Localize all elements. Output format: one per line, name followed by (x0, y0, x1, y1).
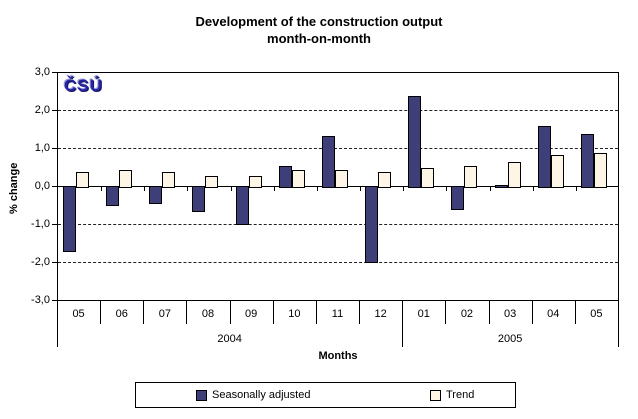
month-separator (316, 300, 317, 324)
bar-trend (162, 172, 175, 188)
year-separator (57, 300, 58, 347)
category-axis-tick (360, 187, 361, 191)
y-tick-label: -3,0 (31, 294, 50, 306)
bar-trend (76, 172, 89, 188)
month-label: 06 (115, 308, 128, 320)
y-tick-label: 1,0 (34, 142, 50, 154)
year-separator (402, 300, 403, 347)
month-label: 02 (460, 308, 474, 320)
category-axis-tick (231, 187, 232, 191)
month-separator (230, 300, 231, 324)
month-separator (359, 300, 360, 324)
bar-trend (119, 170, 132, 188)
csu-logo: ČSÚ (64, 76, 103, 95)
bar-seasonally-adjusted (451, 186, 464, 210)
y-axis-tick (52, 110, 57, 111)
month-separator (143, 300, 144, 324)
month-label: 04 (547, 308, 560, 320)
month-label: 05 (590, 308, 603, 320)
bar-seasonally-adjusted (581, 134, 594, 188)
category-axis-tick (144, 187, 145, 191)
month-separator (273, 300, 274, 324)
legend-box: Seasonally adjusted Trend (135, 382, 516, 408)
y-axis-tick (52, 186, 57, 187)
bar-seasonally-adjusted (149, 186, 162, 204)
y-tick-label: 2,0 (34, 104, 50, 116)
bar-seasonally-adjusted (106, 186, 119, 206)
y-tick-label: 0,0 (34, 180, 50, 192)
category-axis-tick (101, 187, 102, 191)
month-label: 12 (374, 308, 387, 320)
bar-seasonally-adjusted (408, 96, 421, 188)
legend-label-trend: Trend (446, 389, 475, 401)
bar-trend (594, 153, 607, 188)
plot-area: ČSÚ (57, 72, 619, 301)
category-axis-tick (533, 187, 534, 191)
month-separator (532, 300, 533, 324)
chart-title-line1: Development of the construction output (195, 14, 443, 29)
bar-seasonally-adjusted (236, 186, 249, 225)
y-axis-tick (52, 262, 57, 263)
bar-seasonally-adjusted (495, 185, 508, 188)
category-axis-tick (576, 187, 577, 191)
category-axis-tick (490, 187, 491, 191)
year-separator (618, 300, 619, 347)
month-label: 10 (288, 308, 301, 320)
legend-swatch-seasonally-adjusted (196, 389, 207, 401)
chart-title-line2: month-on-month (267, 31, 371, 46)
bar-trend (508, 162, 521, 188)
bar-trend (335, 170, 348, 188)
bar-trend (378, 172, 391, 188)
gridline (58, 110, 618, 111)
month-label: 11 (331, 308, 344, 320)
bar-trend (551, 155, 564, 188)
y-axis-tick (52, 300, 57, 301)
bar-trend (249, 176, 262, 188)
legend-item-trend: Trend (430, 383, 474, 407)
y-axis-tick (52, 148, 57, 149)
month-label: 07 (158, 308, 171, 320)
gridline (58, 224, 618, 225)
bar-trend (464, 166, 477, 188)
y-tick-label: -1,0 (31, 218, 50, 230)
category-axis-tick (446, 187, 447, 191)
month-separator (445, 300, 446, 324)
category-axis-tick (187, 187, 188, 191)
y-tick-label: -2,0 (31, 256, 50, 268)
month-separator (575, 300, 576, 324)
month-label: 01 (417, 308, 430, 320)
bar-seasonally-adjusted (322, 136, 335, 188)
bar-seasonally-adjusted (365, 186, 378, 263)
bar-seasonally-adjusted (279, 166, 292, 188)
bar-seasonally-adjusted (538, 126, 551, 188)
month-label: 09 (245, 308, 258, 320)
x-axis-title: Months (318, 350, 358, 362)
y-axis-tick (52, 72, 57, 73)
legend-swatch-trend (430, 389, 441, 401)
year-label: 2004 (217, 333, 242, 345)
month-separator (186, 300, 187, 324)
bar-trend (421, 168, 434, 188)
y-tick-label: 3,0 (34, 66, 50, 78)
legend-label-seasonally-adjusted: Seasonally adjusted (212, 389, 311, 401)
month-label: 08 (201, 308, 215, 320)
gridline (58, 262, 618, 263)
bar-seasonally-adjusted (63, 186, 76, 252)
bar-trend (292, 170, 305, 188)
bar-trend (205, 176, 218, 188)
month-label: 05 (72, 308, 85, 320)
year-label: 2005 (497, 333, 523, 345)
bar-seasonally-adjusted (192, 186, 205, 212)
month-separator (489, 300, 490, 324)
legend-item-seasonally-adjusted: Seasonally adjusted (196, 383, 310, 407)
category-axis-tick (274, 187, 275, 191)
month-label: 03 (503, 308, 517, 320)
month-separator (100, 300, 101, 324)
gridline (58, 148, 618, 149)
category-axis-tick (317, 187, 318, 191)
y-axis-tick (52, 224, 57, 225)
category-axis-tick (403, 187, 404, 191)
